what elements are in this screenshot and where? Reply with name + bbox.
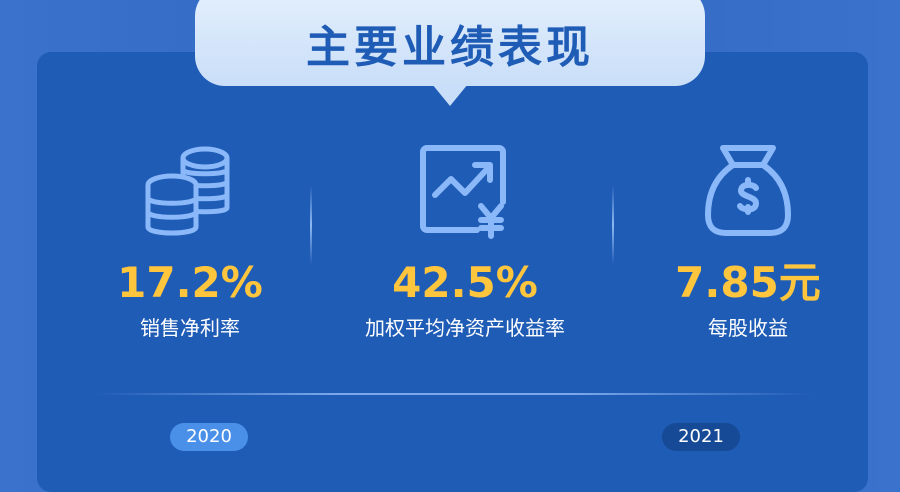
timeline-line [95,393,815,395]
title-bubble: 主要业绩表现 [195,0,705,106]
metric-label: 销售净利率 [140,316,240,340]
page-title: 主要业绩表现 [306,22,594,73]
metrics-panel [37,52,868,492]
year-tab-2020[interactable]: 2020 [170,423,248,451]
metric-label: 加权平均净资产收益率 [365,316,565,340]
chart-yen-icon [420,145,506,239]
metric-net-margin: 17.2% 销售净利率 [50,140,330,341]
metric-label: 每股收益 [708,316,788,340]
metric-value: 17.2% [117,258,263,307]
metric-roe: 42.5% 加权平均净资产收益率 [325,140,605,341]
metric-eps: 7.85元 每股收益 [608,140,888,341]
coins-stack-icon [145,146,230,236]
metric-value: 42.5% [392,258,538,307]
divider [310,185,312,265]
metric-value: 7.85元 [675,258,821,307]
year-tab-2021[interactable]: 2021 [662,423,740,451]
money-bag-icon [705,145,791,236]
divider [612,185,614,265]
